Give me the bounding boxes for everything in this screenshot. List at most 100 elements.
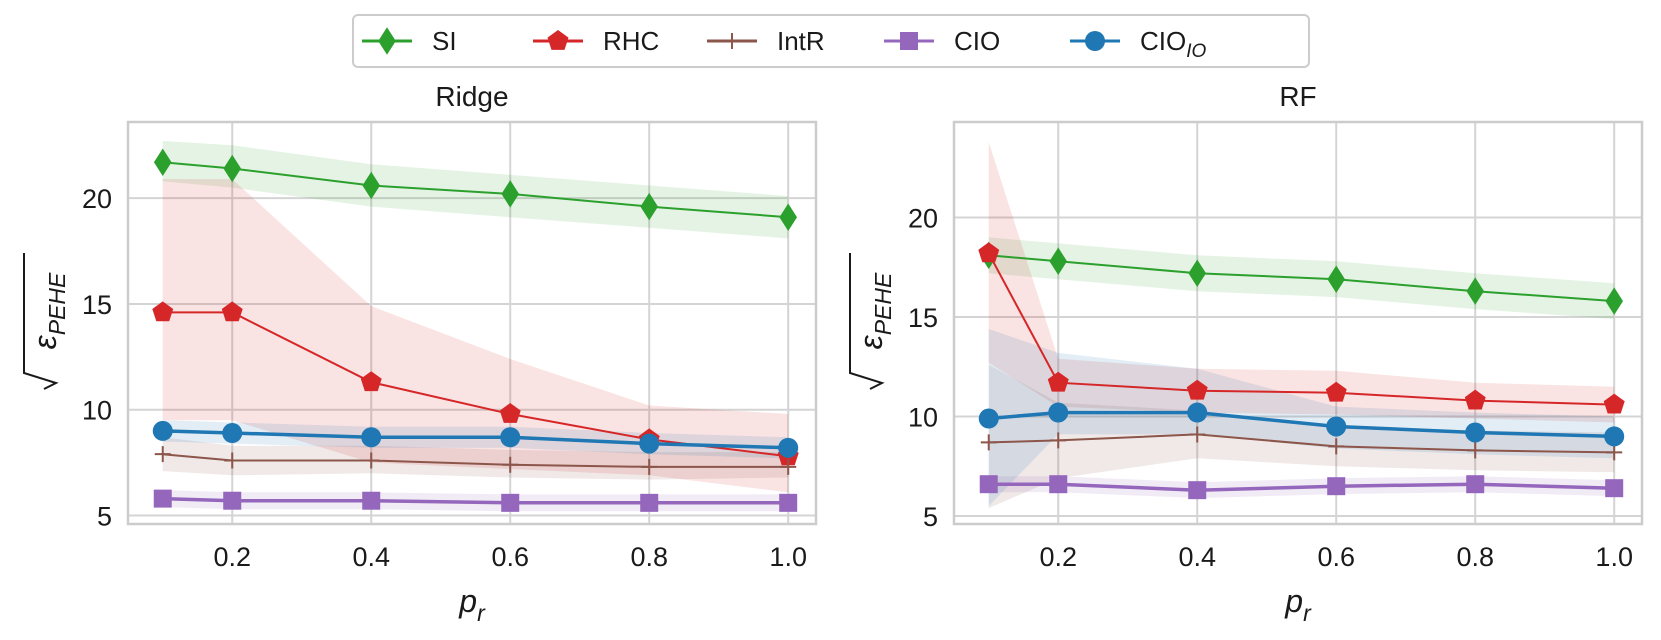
data-point	[501, 180, 520, 208]
y-tick-label: 5	[97, 502, 112, 532]
series-intr	[154, 446, 797, 475]
data-point	[224, 452, 241, 469]
data-point	[1189, 426, 1206, 443]
data-point	[222, 423, 243, 444]
data-point	[1188, 259, 1207, 287]
data-point	[1047, 371, 1069, 392]
data-point	[639, 433, 660, 454]
series-cio	[153, 489, 798, 512]
y-tick-label: 10	[82, 396, 112, 426]
x-axis-label: pr	[1284, 583, 1312, 626]
y-tick-label: 15	[908, 303, 938, 333]
band-si	[162, 141, 789, 239]
data-point	[223, 491, 242, 510]
band-rhc	[162, 179, 789, 493]
data-point	[1187, 402, 1208, 423]
y-axis-label-text: εPEHE	[853, 272, 896, 349]
panel-title: RF	[1279, 81, 1316, 112]
data-point	[640, 493, 659, 512]
x-tick-label: 0.2	[213, 542, 251, 572]
x-tick-label: 1.0	[769, 542, 807, 572]
data-point	[1328, 438, 1345, 455]
legend-label: CIO	[954, 26, 1000, 56]
legend-label: IntR	[777, 26, 825, 56]
data-point	[501, 493, 520, 512]
data-point	[1603, 393, 1625, 414]
data-point	[1050, 432, 1067, 449]
x-axis-label: pr	[458, 583, 486, 626]
legend-entries: SI RHC IntR CIO CIOIO	[362, 26, 1207, 62]
data-point	[363, 452, 380, 469]
data-point	[154, 446, 171, 463]
band-intr	[162, 437, 789, 480]
data-point	[1604, 426, 1625, 447]
series-line	[162, 496, 789, 505]
y-tick-label: 10	[908, 403, 938, 433]
legend-marker	[378, 27, 396, 55]
y-tick-label: 5	[923, 502, 938, 532]
data-point	[1605, 479, 1624, 498]
x-tick-label: 0.8	[630, 542, 668, 572]
data-point	[153, 148, 172, 176]
data-point	[980, 434, 997, 451]
data-point	[1049, 247, 1068, 276]
data-point	[1466, 475, 1485, 494]
data-point	[1049, 475, 1068, 494]
y-axis-label: εPEHE	[849, 253, 896, 390]
legend-entry-si: SI	[362, 26, 457, 56]
series-line	[988, 433, 1615, 454]
sqrt-symbol	[849, 253, 885, 390]
series-line	[162, 311, 789, 458]
x-tick-label: 0.4	[352, 542, 390, 572]
data-point	[779, 203, 798, 231]
data-point	[1325, 381, 1347, 402]
legend-marker	[1085, 31, 1105, 51]
x-tick-label: 1.0	[1595, 542, 1633, 572]
data-point	[1467, 442, 1484, 459]
rf-panel: 0.2 0.4 0.6 0.8 1.0 5 10 15 20 RF pr εPEHE	[849, 81, 1644, 626]
legend-marker	[724, 33, 740, 49]
series-rhc	[978, 242, 1625, 414]
band-rhc	[988, 141, 1615, 423]
series-line	[988, 482, 1615, 492]
data-point	[221, 301, 243, 322]
data-point	[499, 403, 521, 423]
data-point	[361, 427, 382, 448]
legend-entry-rhc: RHC	[533, 26, 659, 56]
legend-entry-intr: IntR	[707, 26, 825, 56]
x-tick-label: 0.8	[1456, 542, 1494, 572]
sqrt-symbol	[23, 253, 59, 390]
legend-entry-cio: CIO	[884, 26, 1000, 56]
y-tick-label: 20	[908, 204, 938, 234]
data-point	[360, 371, 382, 392]
x-tick-label: 0.4	[1178, 542, 1216, 572]
y-axis-label: εPEHE	[23, 253, 70, 390]
band-cio-io	[162, 420, 789, 459]
data-point	[1605, 287, 1624, 315]
data-point	[1327, 477, 1346, 496]
y-tick-label: 15	[82, 290, 112, 320]
data-point	[1186, 379, 1208, 400]
data-point	[779, 493, 798, 512]
series-line	[162, 453, 789, 468]
data-point	[502, 456, 519, 473]
data-point	[1466, 277, 1485, 305]
data-point	[1188, 481, 1207, 500]
series-cio-io	[978, 402, 1625, 447]
data-point	[152, 420, 173, 441]
data-point	[362, 171, 381, 200]
data-point	[362, 491, 381, 510]
series-line	[987, 252, 1615, 406]
data-point	[641, 458, 658, 475]
legend	[352, 14, 1310, 68]
data-point	[640, 192, 659, 221]
x-tick-label: 0.2	[1039, 542, 1077, 572]
data-point	[978, 242, 1000, 263]
data-point	[1048, 402, 1069, 423]
y-axis-label-text: εPEHE	[27, 272, 70, 349]
legend-entry-cio-io: CIOIO	[1070, 26, 1207, 62]
ridge-panel: 0.2 0.4 0.6 0.8 1.0 5 10 15 20 Ridge pr εPEHE	[23, 81, 818, 626]
y-tick-label: 20	[82, 184, 112, 214]
data-point	[1606, 444, 1623, 461]
